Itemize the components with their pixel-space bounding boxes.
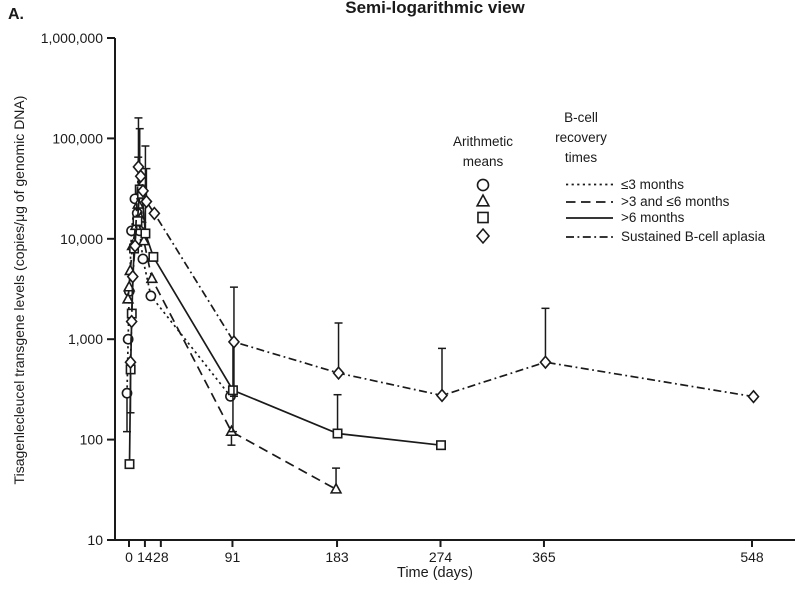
legend-symbol-square bbox=[477, 211, 489, 224]
y-axis-title: Tisagenlecleucel transgene levels (copie… bbox=[11, 95, 27, 485]
triangle-marker bbox=[121, 292, 135, 304]
diamond-marker bbox=[128, 238, 142, 253]
legend-symbol-triangle bbox=[475, 193, 491, 207]
square-marker bbox=[148, 251, 159, 262]
legend-symbol-circle bbox=[476, 178, 490, 192]
panel-label: A. bbox=[8, 6, 24, 23]
series-line-square bbox=[128, 186, 442, 465]
triangle-marker bbox=[145, 271, 159, 284]
legend-symbols-header: Arithmetic means bbox=[452, 134, 513, 169]
y-axis-tick-label: 1,000 bbox=[68, 331, 103, 347]
y-axis-tick-label: 100 bbox=[80, 432, 104, 448]
y-axis-tick-label: 1,000,000 bbox=[41, 30, 103, 46]
diamond-marker bbox=[148, 206, 161, 221]
x-axis-tick-label: 14 bbox=[137, 549, 153, 565]
circle-marker bbox=[121, 387, 133, 399]
diamond-marker bbox=[126, 269, 139, 284]
diamond-marker bbox=[124, 355, 137, 370]
diamond-marker bbox=[539, 355, 552, 370]
square-marker bbox=[332, 428, 343, 439]
square-marker bbox=[227, 385, 238, 396]
square-marker bbox=[132, 216, 143, 227]
series-line-triangle bbox=[127, 204, 337, 491]
triangle-marker bbox=[225, 424, 238, 437]
diamond-marker bbox=[140, 194, 153, 209]
chart-title: Semi-logarithmic view bbox=[345, 0, 525, 17]
legend-item-gt6-months: >6 months bbox=[621, 210, 685, 225]
legend-item-le3-months: ≤3 months bbox=[621, 177, 684, 192]
diamond-marker bbox=[227, 334, 241, 349]
diamond-marker bbox=[125, 314, 138, 329]
diamond-marker bbox=[435, 388, 449, 403]
legend-item-3-to-6-months: >3 and ≤6 months bbox=[621, 194, 730, 209]
circle-marker bbox=[137, 253, 149, 265]
legend-lines-header: B-cell recovery times bbox=[555, 110, 607, 165]
diamond-marker bbox=[136, 183, 150, 198]
circle-marker bbox=[145, 290, 157, 302]
y-axis-tick-label: 10 bbox=[87, 532, 103, 548]
x-axis-tick-label: 548 bbox=[740, 549, 764, 565]
x-axis-tick-label: 0 bbox=[125, 549, 133, 565]
square-marker bbox=[124, 459, 135, 470]
triangle-marker bbox=[137, 233, 151, 246]
legend-item-sustained-aplasia: Sustained B-cell aplasia bbox=[621, 229, 766, 244]
x-axis-title: Time (days) bbox=[397, 565, 473, 581]
triangle-marker bbox=[329, 482, 343, 494]
x-axis-tick-label: 274 bbox=[429, 549, 453, 565]
diamond-marker bbox=[747, 389, 760, 404]
axes bbox=[114, 38, 795, 541]
square-marker bbox=[140, 228, 151, 239]
square-marker bbox=[435, 440, 446, 451]
y-axis-tick-label: 10,000 bbox=[60, 231, 103, 247]
x-axis-tick-label: 28 bbox=[153, 549, 169, 565]
triangle-marker bbox=[122, 280, 136, 292]
diamond-marker bbox=[134, 169, 147, 184]
x-axis-tick-label: 365 bbox=[532, 549, 556, 565]
diamond-marker bbox=[332, 366, 345, 381]
x-axis-tick-label: 91 bbox=[225, 549, 241, 565]
x-axis-tick-label: 183 bbox=[325, 549, 349, 565]
y-axis-tick-label: 100,000 bbox=[52, 130, 103, 146]
legend-symbol-diamond bbox=[475, 227, 491, 245]
